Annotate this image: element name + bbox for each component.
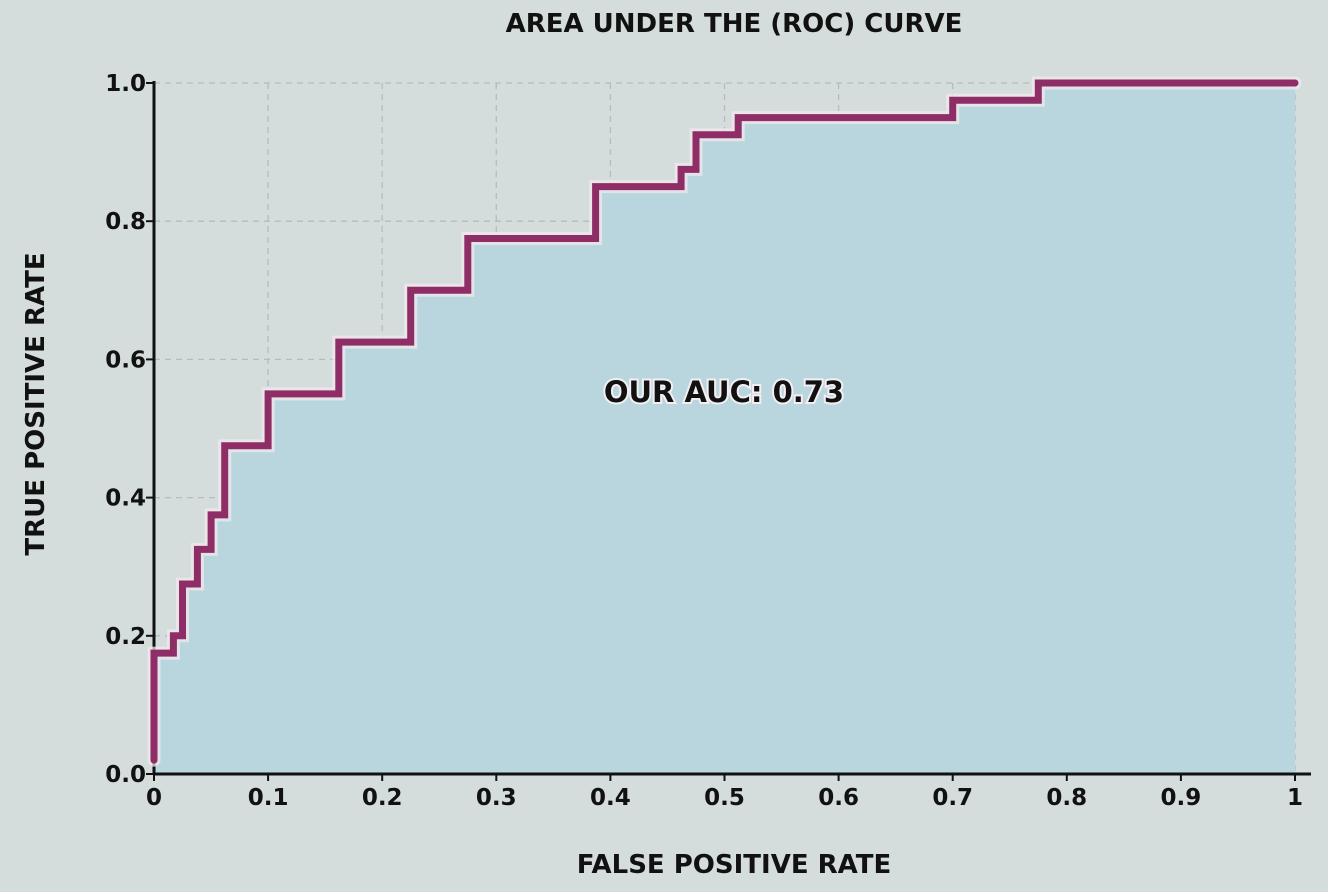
x-tick-label: 0.3 xyxy=(476,785,517,811)
x-tick-label: 0.6 xyxy=(818,785,859,811)
x-axis-title: FALSE POSITIVE RATE xyxy=(577,850,892,880)
auc-annotation: OUR AUC: 0.73 xyxy=(604,375,844,409)
y-tick-label: 0.6 xyxy=(105,347,146,373)
x-tick-label: 0 xyxy=(146,785,162,811)
x-tick-label: 0.8 xyxy=(1046,785,1087,811)
x-tick-label: 0.9 xyxy=(1161,785,1202,811)
x-tick-label: 0.4 xyxy=(590,785,631,811)
x-tick-labels: 0 0.1 0.2 0.3 0.4 0.5 0.6 0.7 0.8 0.9 1 xyxy=(146,785,1303,811)
y-tick-label: 1.0 xyxy=(105,71,146,97)
x-tick-label: 0.2 xyxy=(362,785,403,811)
y-tick-labels: 0.0 0.2 0.4 0.6 0.8 1.0 xyxy=(105,71,146,788)
x-tick-label: 1 xyxy=(1287,785,1303,811)
x-tick-label: 0.1 xyxy=(248,785,289,811)
chart-title: AREA UNDER THE (ROC) CURVE xyxy=(506,9,963,39)
x-tick-label: 0.7 xyxy=(932,785,973,811)
y-tick-label: 0.0 xyxy=(105,762,146,788)
y-axis-title: TRUE POSITIVE RATE xyxy=(21,252,51,555)
x-tick-label: 0.5 xyxy=(704,785,745,811)
roc-curve-line xyxy=(150,79,1299,764)
auc-area-fill xyxy=(154,83,1295,774)
y-tick-label: 0.2 xyxy=(105,624,146,650)
y-tick-label: 0.4 xyxy=(105,486,146,512)
y-tick-label: 0.8 xyxy=(105,209,146,235)
